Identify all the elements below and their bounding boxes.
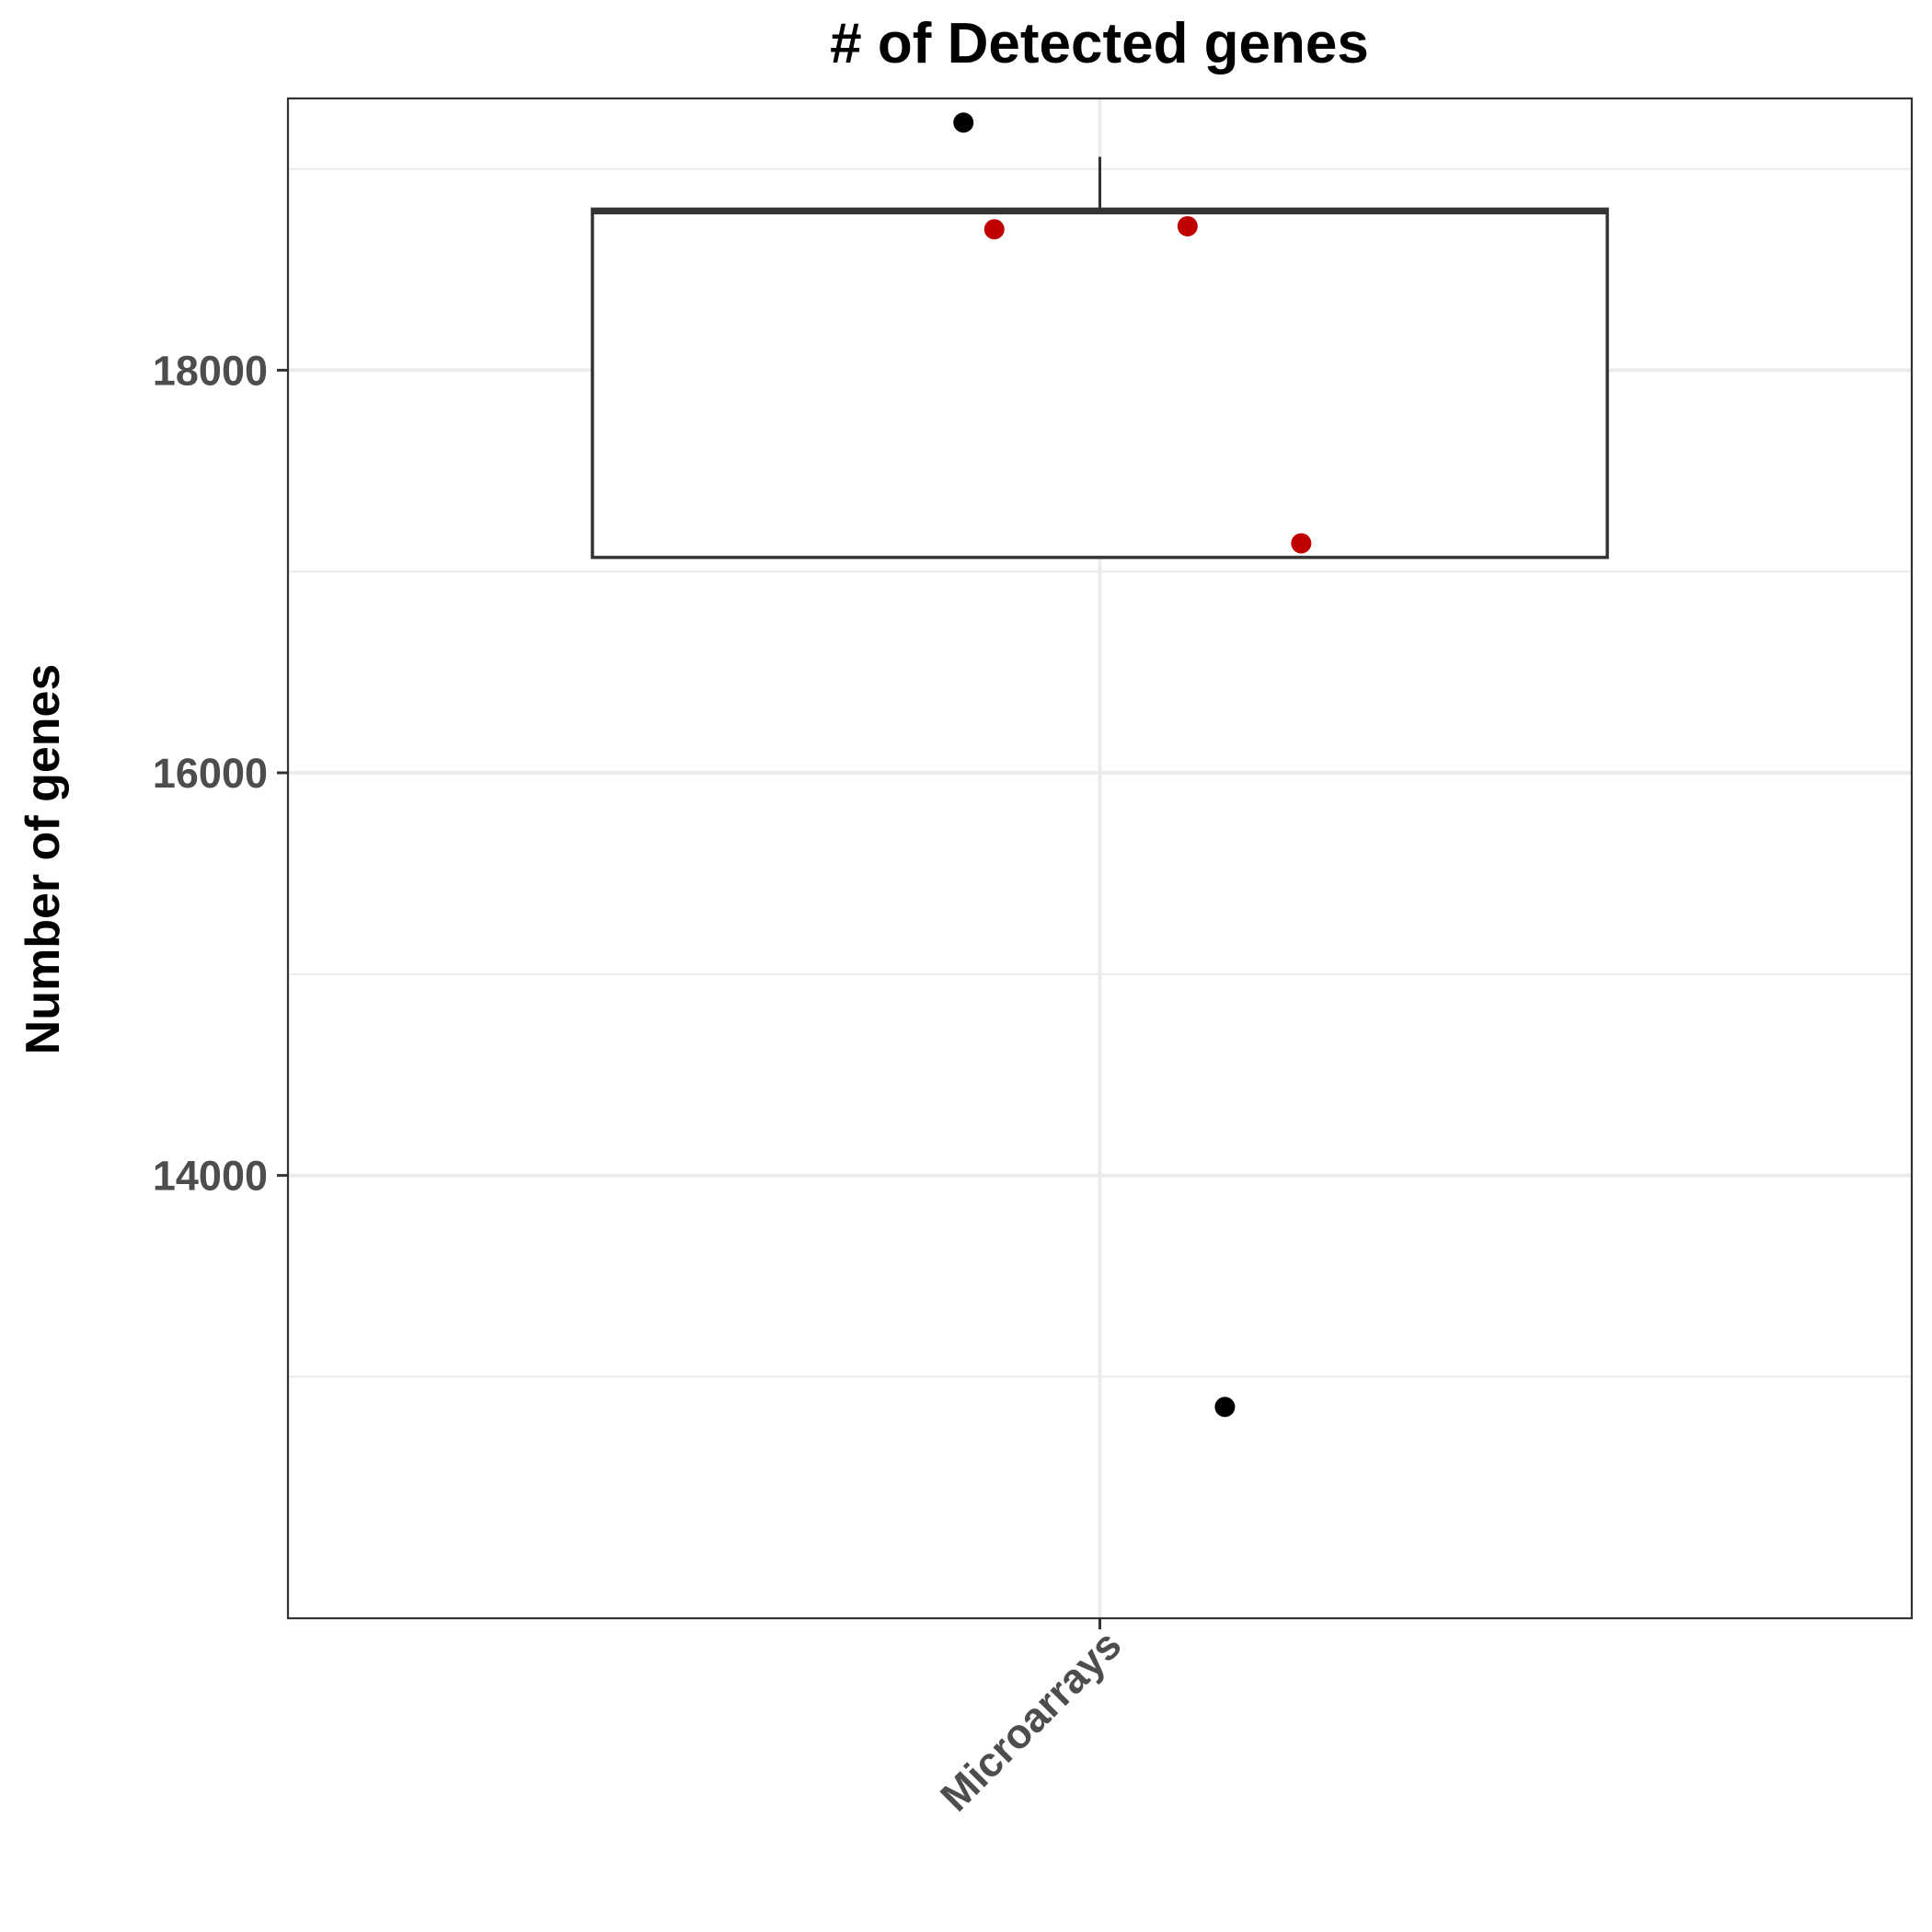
y-tick-label: 14000 (153, 1153, 268, 1200)
outlier-point (1214, 1397, 1236, 1418)
outlier-point (953, 112, 974, 133)
box-plot (591, 156, 1609, 559)
sample-point (983, 219, 1005, 240)
y-tick-label: 18000 (153, 347, 268, 394)
sample-point (1177, 215, 1198, 236)
y-tick-label: 16000 (153, 750, 268, 797)
box-iqr (591, 207, 1609, 559)
chart-title: # of Detected genes (830, 12, 1369, 75)
data-points (953, 112, 1312, 1418)
y-axis-title: Number of genes (17, 664, 70, 1055)
sample-point (1291, 533, 1312, 554)
